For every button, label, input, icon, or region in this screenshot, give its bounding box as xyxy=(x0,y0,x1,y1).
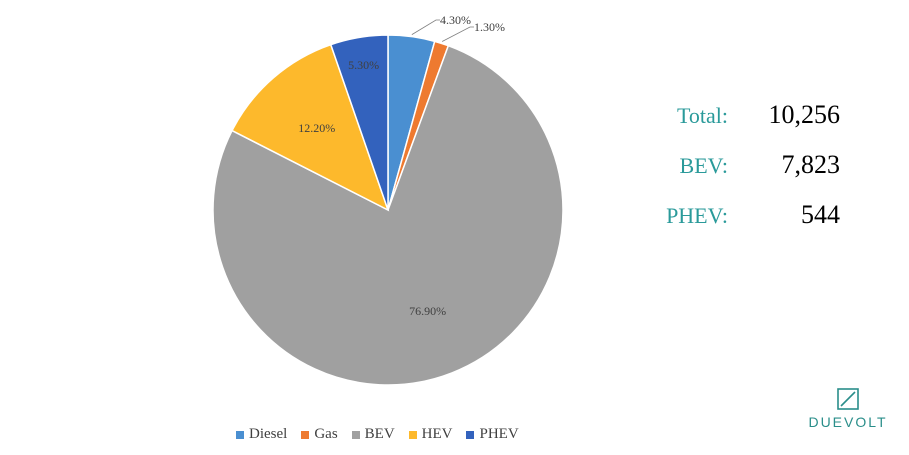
slice-label-gas: 1.30% xyxy=(474,20,505,34)
legend-label-phev: PHEV xyxy=(479,426,519,442)
slice-label-hev: 12.20% xyxy=(298,121,335,135)
slice-label-diesel: 4.30% xyxy=(440,13,471,27)
leader-line-gas xyxy=(441,26,474,42)
legend-item-phev: PHEV xyxy=(466,426,519,443)
stat-value-total: 10,256 xyxy=(768,100,841,129)
stat-label-bev: BEV: xyxy=(679,153,728,178)
legend-label-hev: HEV xyxy=(421,426,453,442)
pie-slice-hev xyxy=(231,43,390,212)
pie-slice-bev xyxy=(212,44,564,386)
slice-label-bev: 76.90% xyxy=(409,304,446,318)
legend-swatch-gas xyxy=(301,430,310,439)
legend-label-bev: BEV xyxy=(364,426,395,442)
chart-legend: Diesel Gas BEV HEV PHEV xyxy=(236,426,519,443)
stat-label-total: Total: xyxy=(676,103,728,128)
legend-swatch-bev xyxy=(351,430,360,439)
pie-slice-phev xyxy=(329,34,389,211)
stat-value-bev: 7,823 xyxy=(781,150,841,179)
logo-mark-icon xyxy=(837,388,859,410)
stat-label-phev: PHEV: xyxy=(666,203,728,228)
slice-label-phev: 5.30% xyxy=(348,58,379,72)
logo-text: DUEVOLT xyxy=(808,414,888,430)
leader-line-diesel xyxy=(411,19,440,35)
legend-swatch-diesel xyxy=(236,430,244,439)
legend-label-diesel: Diesel xyxy=(249,426,288,442)
legend-item-bev: BEV xyxy=(351,426,395,443)
legend-item-diesel: Diesel xyxy=(236,426,287,443)
legend-swatch-hev xyxy=(408,430,417,439)
stat-row-bev: BEV: 7,823 xyxy=(640,150,840,200)
stats-panel: Total: 10,256 BEV: 7,823 PHEV: 544 xyxy=(640,100,840,250)
pie-labels: 4.30% 1.30% 76.90% 12.20% 5.30% xyxy=(298,13,505,318)
legend-item-hev: HEV xyxy=(408,426,453,443)
pie-slices xyxy=(212,34,564,386)
stat-row-phev: PHEV: 544 xyxy=(640,200,840,250)
legend-swatch-phev xyxy=(466,430,475,439)
duevolt-logo: DUEVOLT xyxy=(800,388,896,430)
legend-item-gas: Gas xyxy=(301,426,338,443)
stat-row-total: Total: 10,256 xyxy=(640,100,840,150)
stat-value-phev: 544 xyxy=(801,200,840,229)
legend-label-gas: Gas xyxy=(314,426,338,442)
